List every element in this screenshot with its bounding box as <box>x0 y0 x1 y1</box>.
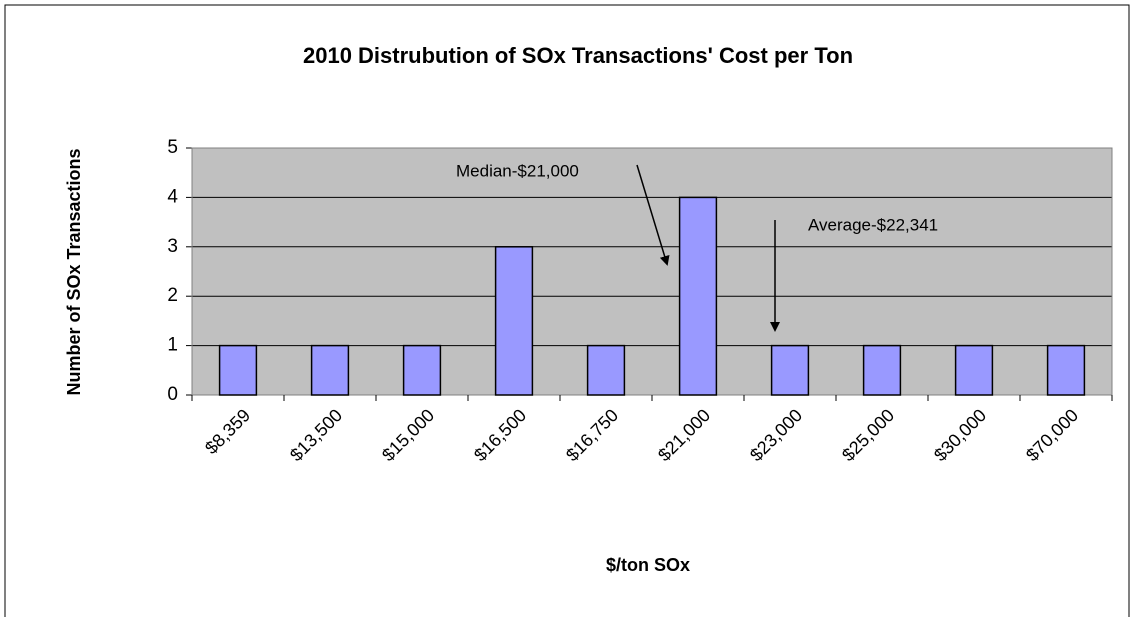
bar <box>586 344 626 396</box>
y-axis-title: Number of SOx Transactions <box>64 148 84 395</box>
y-tick-label: 1 <box>167 335 178 356</box>
bar <box>402 344 442 396</box>
bar <box>1046 344 1086 396</box>
bar <box>494 246 534 396</box>
x-tick-label: $8,359 <box>201 405 254 458</box>
chart-title: 2010 Distrubution of SOx Transactions' C… <box>303 43 853 68</box>
bar <box>770 344 810 396</box>
x-tick-label: $21,000 <box>654 405 714 465</box>
x-tick-label: $15,000 <box>378 405 438 465</box>
annotation: Median-$21,000 <box>456 161 579 180</box>
x-tick-label: $25,000 <box>838 405 898 465</box>
x-tick-label: $70,000 <box>1022 405 1082 465</box>
bar <box>862 344 902 396</box>
y-tick-label: 3 <box>167 236 178 257</box>
x-tick-label: $23,000 <box>746 405 806 465</box>
y-tick-label: 0 <box>167 384 178 405</box>
x-tick-label: $13,500 <box>286 405 346 465</box>
bar <box>954 344 994 396</box>
x-tick-label: $16,500 <box>470 405 530 465</box>
bar <box>678 196 718 396</box>
bar <box>310 344 350 396</box>
annotation: Average-$22,341 <box>808 215 938 234</box>
x-axis-title: $/ton SOx <box>606 555 690 575</box>
bar <box>218 344 258 396</box>
chart-frame <box>4 4 1130 617</box>
annotation-arrow <box>636 164 670 266</box>
y-tick-label: 2 <box>167 285 178 306</box>
x-tick-label: $30,000 <box>930 405 990 465</box>
y-tick-label: 5 <box>167 137 178 158</box>
x-tick-label: $16,750 <box>562 405 622 465</box>
y-tick-label: 4 <box>167 186 178 207</box>
